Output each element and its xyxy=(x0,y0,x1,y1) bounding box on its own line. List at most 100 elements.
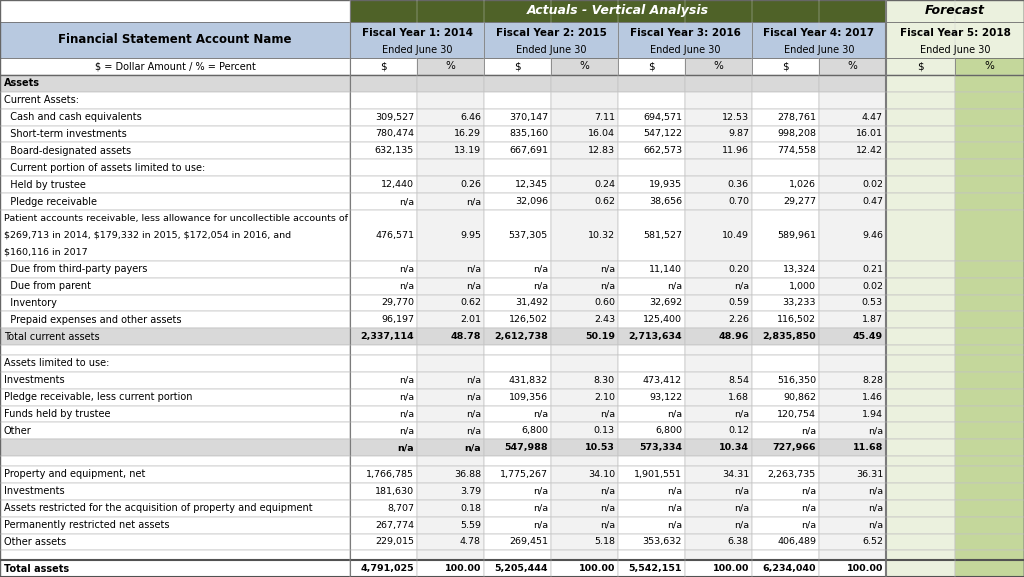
Bar xyxy=(752,406,819,422)
Text: n/a: n/a xyxy=(667,487,682,496)
Text: n/a: n/a xyxy=(399,392,414,402)
Bar xyxy=(350,108,417,126)
Bar xyxy=(0,534,350,550)
Text: n/a: n/a xyxy=(600,520,615,530)
Bar xyxy=(484,372,551,389)
Bar xyxy=(955,278,1024,294)
Text: 0.47: 0.47 xyxy=(862,197,883,206)
Bar xyxy=(955,500,1024,516)
Bar xyxy=(417,159,484,176)
Bar xyxy=(886,143,955,159)
Bar xyxy=(886,92,955,108)
Bar xyxy=(551,483,618,500)
Bar xyxy=(886,126,955,143)
Text: n/a: n/a xyxy=(600,487,615,496)
Bar xyxy=(752,294,819,312)
Bar xyxy=(350,261,417,278)
Text: Cash and cash equivalents: Cash and cash equivalents xyxy=(4,112,141,122)
Bar xyxy=(752,75,819,92)
Text: n/a: n/a xyxy=(532,282,548,291)
Bar xyxy=(350,312,417,328)
Text: $269,713 in 2014, $179,332 in 2015, $172,054 in 2016, and: $269,713 in 2014, $179,332 in 2015, $172… xyxy=(4,231,291,240)
Text: n/a: n/a xyxy=(532,265,548,273)
Text: 2,612,738: 2,612,738 xyxy=(495,332,548,341)
Bar xyxy=(484,278,551,294)
Bar xyxy=(886,261,955,278)
Text: n/a: n/a xyxy=(667,504,682,513)
Text: 96,197: 96,197 xyxy=(381,316,414,324)
Bar xyxy=(618,483,685,500)
Bar xyxy=(350,143,417,159)
Text: %: % xyxy=(445,61,456,72)
Bar xyxy=(484,466,551,483)
Bar xyxy=(685,58,752,75)
Bar xyxy=(819,560,886,577)
Text: 16.04: 16.04 xyxy=(588,129,615,138)
Bar xyxy=(551,355,618,372)
Bar xyxy=(752,312,819,328)
Text: 0.18: 0.18 xyxy=(460,504,481,513)
Text: Fiscal Year 3: 2016: Fiscal Year 3: 2016 xyxy=(630,28,740,38)
Text: n/a: n/a xyxy=(464,443,481,452)
Bar xyxy=(484,75,551,92)
Text: Ended June 30: Ended June 30 xyxy=(382,45,453,55)
Text: 19,935: 19,935 xyxy=(649,180,682,189)
Bar xyxy=(417,75,484,92)
Bar xyxy=(551,210,618,261)
Bar xyxy=(417,126,484,143)
Bar xyxy=(551,312,618,328)
Bar xyxy=(417,550,484,560)
Text: 8.28: 8.28 xyxy=(862,376,883,385)
Bar xyxy=(955,345,1024,355)
Bar xyxy=(417,389,484,406)
Bar xyxy=(484,534,551,550)
Bar xyxy=(551,278,618,294)
Bar xyxy=(350,176,417,193)
Text: n/a: n/a xyxy=(466,197,481,206)
Bar xyxy=(417,312,484,328)
Text: 1,775,267: 1,775,267 xyxy=(500,470,548,479)
Text: 34.10: 34.10 xyxy=(588,470,615,479)
Bar xyxy=(886,75,955,92)
Text: 3.79: 3.79 xyxy=(460,487,481,496)
Bar xyxy=(350,278,417,294)
Text: 229,015: 229,015 xyxy=(375,538,414,546)
Bar xyxy=(618,176,685,193)
Bar xyxy=(886,516,955,534)
Text: 125,400: 125,400 xyxy=(643,316,682,324)
Bar xyxy=(417,278,484,294)
Bar xyxy=(685,422,752,440)
Text: 581,527: 581,527 xyxy=(643,231,682,240)
Bar xyxy=(618,159,685,176)
Bar xyxy=(685,372,752,389)
Bar xyxy=(886,210,955,261)
Bar xyxy=(417,500,484,516)
Bar xyxy=(685,92,752,108)
Bar xyxy=(551,466,618,483)
Bar xyxy=(0,345,350,355)
Bar xyxy=(886,550,955,560)
Bar xyxy=(618,108,685,126)
Text: 269,451: 269,451 xyxy=(509,538,548,546)
Bar xyxy=(685,456,752,466)
Bar xyxy=(350,456,417,466)
Text: 100.00: 100.00 xyxy=(579,564,615,573)
Text: 10.32: 10.32 xyxy=(588,231,615,240)
Text: $: $ xyxy=(514,61,521,72)
Bar xyxy=(484,210,551,261)
Text: n/a: n/a xyxy=(600,504,615,513)
Bar xyxy=(685,466,752,483)
Bar xyxy=(685,328,752,345)
Bar xyxy=(752,550,819,560)
Bar xyxy=(417,466,484,483)
Bar xyxy=(955,456,1024,466)
Bar xyxy=(685,294,752,312)
Bar xyxy=(417,294,484,312)
Text: 32,692: 32,692 xyxy=(649,298,682,308)
Bar xyxy=(484,126,551,143)
Bar xyxy=(551,143,618,159)
Text: n/a: n/a xyxy=(399,197,414,206)
Bar xyxy=(752,483,819,500)
Text: 11,140: 11,140 xyxy=(649,265,682,273)
Bar xyxy=(886,456,955,466)
